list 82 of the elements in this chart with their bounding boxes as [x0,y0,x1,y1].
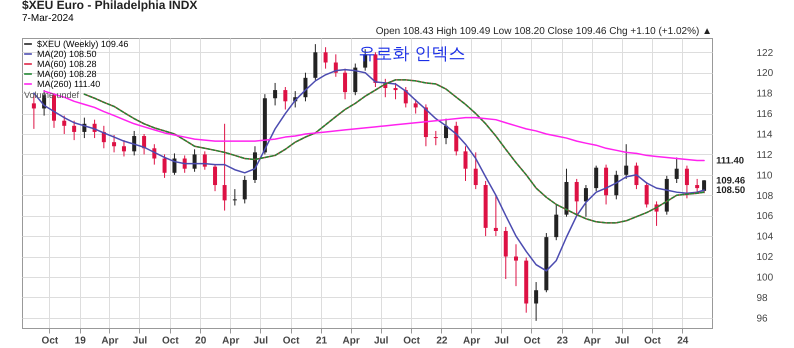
annotation: 111.40 [716,156,744,167]
x-tick-label: Oct [524,336,541,346]
x-tick-label: Oct [282,336,300,346]
candlestick [242,175,247,204]
candlestick [674,156,679,184]
x-tick-label: Jul [614,336,630,346]
candlestick [62,115,66,134]
x-tick-label: Apr [101,336,119,346]
candlestick [464,146,468,182]
x-tick-label: Oct [403,336,421,346]
x-tick-label: 23 [556,336,568,346]
x-tick-label: 24 [677,336,689,346]
candlestick [474,152,478,190]
x-tick-label: 21 [316,336,328,346]
y-tick-label: 110 [756,170,773,182]
y-tick-label: 102 [756,252,774,264]
candlestick [273,82,278,106]
y-tick-label: 116 [756,109,773,120]
x-tick-label: Apr [462,336,480,346]
legend-label: MA(20) 108.50 [37,49,97,59]
text: Open 108.43 High 109.49 Low 108.20 Close 109.46 Chg +1.10 (+1.02%) ▲ [376,26,712,37]
candlestick [283,86,288,110]
candlestick [394,82,398,100]
candlestick [232,188,237,206]
candlestick [574,178,579,216]
candlestick [222,123,227,212]
chart-subtitle: 7-Mar-2024 [22,13,74,24]
y-tick-label: 104 [756,232,774,243]
x-tick-label: Apr [222,336,240,346]
y-tick-label: 118 [756,88,773,100]
x-tick-label: 20 [195,336,207,346]
legend-label: MA(60) 108.28 [37,59,97,69]
candlestick [324,46,328,70]
x-tick-label: Oct [162,336,180,346]
candlestick [534,282,538,322]
y-tick-label: 100 [756,272,774,284]
x-tick-label: Jul [494,336,510,346]
x-tick-label: Jul [254,336,268,346]
y-tick-label: 120 [756,68,774,80]
candlestick [444,118,448,145]
legend-label: $XEU (Weekly) 109.46 [37,39,128,49]
candlestick [162,154,167,178]
candlestick [132,130,136,156]
candlestick [72,120,76,141]
x-tick-label: Jul [374,336,389,346]
x-tick-label: 19 [74,336,86,346]
y-tick-label: 122 [756,48,774,59]
candlestick [584,184,588,218]
x-tick-label: Apr [342,336,360,346]
candlestick [554,204,558,241]
candlestick [695,178,700,194]
x-tick-label: Oct [42,336,59,346]
y-tick-label: 96 [756,313,768,324]
x-tick-label: 22 [436,336,448,346]
candlestick [514,244,518,287]
y-tick-label: 108 [756,190,774,202]
candlestick [614,170,618,200]
candlestick [702,180,706,194]
candlestick [494,194,498,237]
x-tick-label: Jul [132,336,148,346]
y-tick-label: 112 [756,150,773,161]
annotation: 109.46 [716,175,746,186]
candlestick [634,162,638,190]
candlestick [343,68,348,100]
candlestick [414,98,418,114]
candlestick [624,144,628,180]
candlestick [112,134,116,153]
y-tick-label: 106 [756,211,774,222]
candlestick [684,165,689,199]
y-tick-label: 98 [756,292,768,304]
y-tick-label: 114 [756,129,773,140]
chart-title: $XEU Euro - Philadelphia INDX [22,0,198,12]
legend-label: MA(60) 108.28 [37,69,97,79]
candlestick [122,140,126,157]
candlestick [213,164,218,192]
x-tick-label: Oct [644,336,662,346]
candlestick [594,165,598,192]
legend-label: MA(260) 111.40 [37,79,100,89]
candlestick [434,130,438,146]
annotation: 108.50 [716,185,746,196]
candlestick [644,181,649,208]
x-tick-label: Apr [583,336,601,346]
